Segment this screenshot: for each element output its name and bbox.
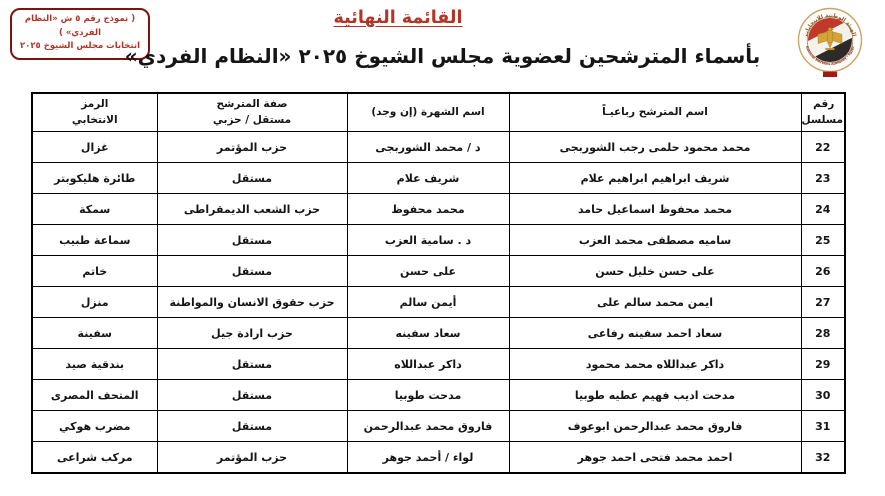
cell-capacity: حزب ارادة جيل bbox=[156, 317, 348, 349]
cell-name: شريف ابراهيم ابراهيم علام bbox=[508, 162, 802, 194]
cell-alias: لواء / أحمد جوهر bbox=[346, 441, 510, 474]
nea-logo-svg: الهيئة الوطنية للانتخابات National Elect… bbox=[797, 7, 863, 77]
cell-symbol: مركب شراعى bbox=[31, 441, 158, 474]
cell-name: ايمن محمد سالم على bbox=[508, 286, 802, 318]
cell-capacity: حزب المؤتمر bbox=[156, 131, 348, 163]
col-header-symbol: الرمز الانتخابي bbox=[31, 92, 158, 132]
cell-alias: أيمن سالم bbox=[346, 286, 510, 318]
cell-alias: فاروق محمد عبدالرحمن bbox=[346, 410, 510, 442]
cell-serial: 25 bbox=[800, 224, 846, 256]
cell-symbol: المتحف المصرى bbox=[31, 379, 158, 411]
cell-symbol: خاتم bbox=[31, 255, 158, 287]
cell-capacity: مستقل bbox=[156, 162, 348, 194]
cell-serial: 27 bbox=[800, 286, 846, 318]
nea-logo-icon: الهيئة الوطنية للانتخابات National Elect… bbox=[797, 7, 863, 79]
cell-capacity: حزب المؤتمر bbox=[156, 441, 348, 474]
cell-name: سعاد احمد سفينه رفاعى bbox=[508, 317, 802, 349]
cell-name: ساميه مصطفى محمد العزب bbox=[508, 224, 802, 256]
cell-symbol: سفينة bbox=[31, 317, 158, 349]
cell-alias: محمد محفوظ bbox=[346, 193, 510, 225]
table-row: 31 فاروق محمد عبدالرحمن ابوعوف فاروق محم… bbox=[31, 410, 846, 442]
cell-name: احمد محمد فتحى احمد جوهر bbox=[508, 441, 802, 474]
logo-inner-ring bbox=[806, 16, 854, 64]
cell-serial: 31 bbox=[800, 410, 846, 442]
cell-capacity: مستقل bbox=[156, 410, 348, 442]
cell-symbol: سمكة bbox=[31, 193, 158, 225]
election-name-line: انتخابات مجلس الشيوخ ٢٠٢٥ bbox=[19, 41, 140, 52]
cell-serial: 23 bbox=[800, 162, 846, 194]
table-row: 23 شريف ابراهيم ابراهيم علام شريف علام م… bbox=[31, 162, 846, 194]
cell-capacity: حزب حقوق الانسان والمواطنة bbox=[156, 286, 348, 318]
table-row: 30 مدحت اديب فهيم عطيه طوبيا مدحت طوبيا … bbox=[31, 379, 846, 411]
table-row: 24 محمد محفوظ اسماعيل حامد محمد محفوظ حز… bbox=[31, 193, 846, 225]
cell-name: داكر عبداللاه محمد محمود bbox=[508, 348, 802, 380]
cell-alias: على حسن bbox=[346, 255, 510, 287]
cell-alias: سعاد سفينه bbox=[346, 317, 510, 349]
cell-capacity: حزب الشعب الديمقراطى bbox=[156, 193, 348, 225]
candidates-table: رقم مسلسل اسم المترشح رباعيـاً اسم الشهر… bbox=[31, 92, 846, 474]
cell-alias: شريف علام bbox=[346, 162, 510, 194]
cell-alias: د / محمد الشوربجى bbox=[346, 131, 510, 163]
table-header-row: رقم مسلسل اسم المترشح رباعيـاً اسم الشهر… bbox=[31, 92, 846, 132]
cell-serial: 26 bbox=[800, 255, 846, 287]
cell-capacity: مستقل bbox=[156, 224, 348, 256]
form-number-box: ( نموذج رقم ٥ ش «النظام الفردي» ) انتخاب… bbox=[10, 8, 150, 60]
cell-serial: 30 bbox=[800, 379, 846, 411]
cell-name: محمد محفوظ اسماعيل حامد bbox=[508, 193, 802, 225]
cell-name: فاروق محمد عبدالرحمن ابوعوف bbox=[508, 410, 802, 442]
cell-name: على حسن خليل حسن bbox=[508, 255, 802, 287]
table-row: 27 ايمن محمد سالم على أيمن سالم حزب حقوق… bbox=[31, 286, 846, 318]
table-row: 32 احمد محمد فتحى احمد جوهر لواء / أحمد … bbox=[31, 441, 846, 474]
table-row: 25 ساميه مصطفى محمد العزب د . سامية العز… bbox=[31, 224, 846, 256]
col-header-serial: رقم مسلسل bbox=[800, 92, 846, 132]
page-title: القائمة النهائية bbox=[333, 8, 463, 28]
logo-banner bbox=[823, 71, 837, 77]
cell-capacity: مستقل bbox=[156, 348, 348, 380]
table-row: 29 داكر عبداللاه محمد محمود داكر عبداللا… bbox=[31, 348, 846, 380]
cell-serial: 24 bbox=[800, 193, 846, 225]
col-header-alias: اسم الشهرة (إن وجد) bbox=[346, 92, 510, 132]
cell-capacity: مستقل bbox=[156, 255, 348, 287]
cell-alias: د . سامية العزب bbox=[346, 224, 510, 256]
cell-symbol: طائرة هليكوبتر bbox=[31, 162, 158, 194]
form-number-line: ( نموذج رقم ٥ ش «النظام الفردي» ) bbox=[24, 14, 136, 38]
cell-serial: 22 bbox=[800, 131, 846, 163]
cell-serial: 29 bbox=[800, 348, 846, 380]
cell-serial: 32 bbox=[800, 441, 846, 474]
table-row: 26 على حسن خليل حسن على حسن مستقل خاتم bbox=[31, 255, 846, 287]
cell-symbol: بندقية صيد bbox=[31, 348, 158, 380]
eagle-icon bbox=[817, 27, 843, 51]
cell-symbol: سماعة طبيب bbox=[31, 224, 158, 256]
col-header-capacity: صفة المترشح مستقل / حزبي bbox=[156, 92, 348, 132]
cell-alias: مدحت طوبيا bbox=[346, 379, 510, 411]
page-subtitle: بأسماء المترشحين لعضوية مجلس الشيوخ ٢٠٢٥… bbox=[124, 44, 761, 68]
table-row: 28 سعاد احمد سفينه رفاعى سعاد سفينه حزب … bbox=[31, 317, 846, 349]
cell-serial: 28 bbox=[800, 317, 846, 349]
table-row: 22 محمد محمود حلمى رجب الشوربجى د / محمد… bbox=[31, 131, 846, 163]
col-header-name: اسم المترشح رباعيـاً bbox=[508, 92, 802, 132]
cell-alias: داكر عبداللاه bbox=[346, 348, 510, 380]
cell-name: مدحت اديب فهيم عطيه طوبيا bbox=[508, 379, 802, 411]
cell-symbol: مضرب هوكي bbox=[31, 410, 158, 442]
cell-symbol: غزال bbox=[31, 131, 158, 163]
cell-capacity: مستقل bbox=[156, 379, 348, 411]
cell-symbol: منزل bbox=[31, 286, 158, 318]
cell-name: محمد محمود حلمى رجب الشوربجى bbox=[508, 131, 802, 163]
